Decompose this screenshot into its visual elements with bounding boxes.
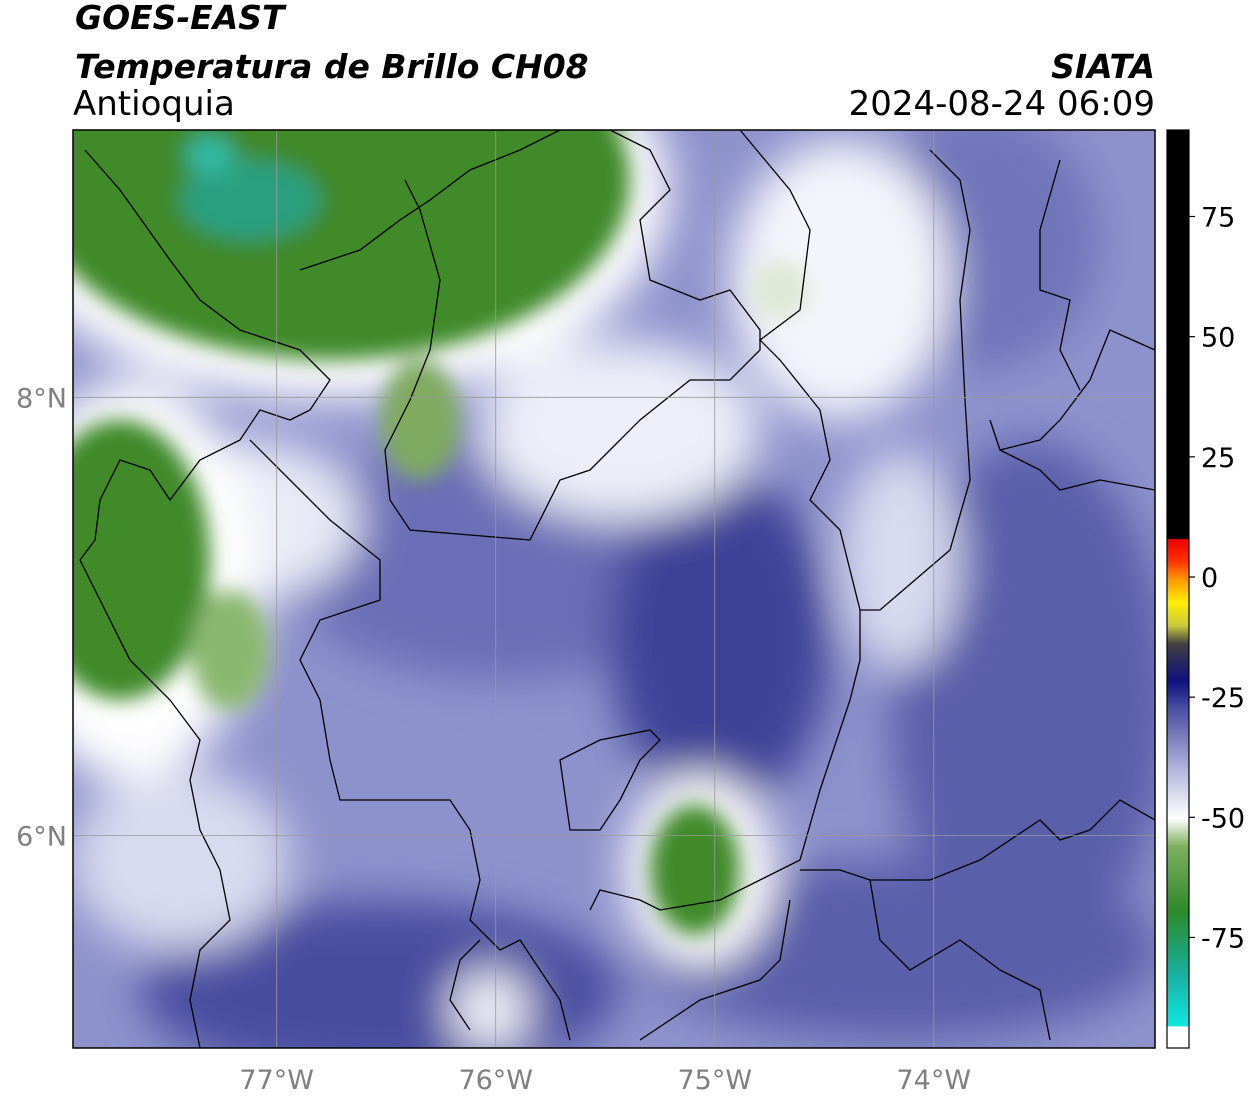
- datetime-label: 2024-08-24 06:09: [849, 84, 1155, 124]
- lat-tick-label: 6°N: [16, 821, 67, 852]
- lat-tick-label: 8°N: [16, 383, 67, 414]
- lon-tick-label: 75°W: [677, 1065, 752, 1096]
- colorbar-tick-label: 25: [1201, 443, 1235, 474]
- map-frame: [72, 129, 1156, 1049]
- colorbar-tick-label: -50: [1201, 803, 1245, 834]
- colorbar: [1166, 129, 1190, 1049]
- colorbar-tick-label: 0: [1201, 563, 1218, 594]
- agency-label: SIATA: [1051, 47, 1155, 86]
- lon-tick-label: 77°W: [239, 1065, 314, 1096]
- colorbar-tick-label: 75: [1201, 203, 1235, 234]
- colorbar-tick-label: -25: [1201, 683, 1245, 714]
- product-title: Temperatura de Brillo CH08: [75, 47, 589, 86]
- lon-tick-label: 76°W: [458, 1065, 533, 1096]
- colorbar-tick-label: 50: [1201, 323, 1235, 354]
- satellite-imagery: [73, 130, 1155, 1048]
- region-label: Antioquia: [73, 84, 235, 124]
- lon-tick-label: 74°W: [897, 1065, 972, 1096]
- satellite-title: GOES-EAST: [75, 0, 287, 37]
- colorbar-tick-label: -75: [1201, 923, 1245, 954]
